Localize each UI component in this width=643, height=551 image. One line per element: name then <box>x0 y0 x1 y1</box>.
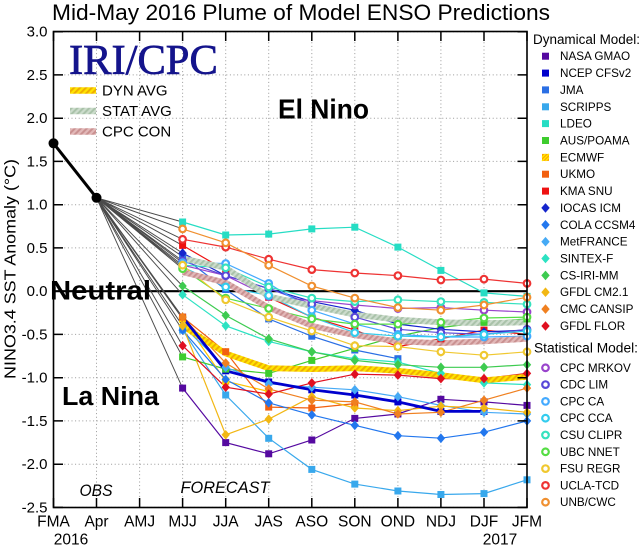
svg-text:LDEO: LDEO <box>560 118 592 131</box>
svg-text:KMA SNU: KMA SNU <box>560 185 613 198</box>
svg-text:MetFRANCE: MetFRANCE <box>560 236 628 249</box>
svg-text:Apr: Apr <box>84 514 108 531</box>
svg-text:UCLA-TCD: UCLA-TCD <box>560 479 619 492</box>
svg-text:IRI/CPC: IRI/CPC <box>69 37 218 84</box>
svg-text:SON: SON <box>338 514 372 531</box>
svg-text:DJF: DJF <box>470 514 498 531</box>
svg-text:STAT AVG: STAT AVG <box>102 103 172 120</box>
svg-text:Statistical Model:: Statistical Model: <box>534 341 638 356</box>
svg-text:CMC CANSIP: CMC CANSIP <box>560 303 634 316</box>
svg-text:NINO3.4 SST Anomaly (°C): NINO3.4 SST Anomaly (°C) <box>3 159 20 379</box>
svg-text:-2.5: -2.5 <box>22 500 48 517</box>
svg-text:ECMWF: ECMWF <box>560 151 604 164</box>
svg-text:NCEP CFSv2: NCEP CFSv2 <box>560 67 631 80</box>
svg-text:DYN AVG: DYN AVG <box>102 83 168 100</box>
svg-text:CS-IRI-MM: CS-IRI-MM <box>560 269 618 282</box>
svg-text:NDJ: NDJ <box>426 514 456 531</box>
svg-text:FORECAST: FORECAST <box>181 478 272 497</box>
svg-text:-1.0: -1.0 <box>22 370 48 387</box>
svg-text:2.5: 2.5 <box>27 67 48 84</box>
svg-text:CPC MRKOV: CPC MRKOV <box>560 362 631 375</box>
svg-text:FMA: FMA <box>37 514 70 531</box>
svg-text:2017: 2017 <box>483 532 517 547</box>
svg-text:2016: 2016 <box>54 532 88 547</box>
svg-text:Mid-May 2016 Plume of Model EN: Mid-May 2016 Plume of Model ENSO Predict… <box>52 0 550 25</box>
svg-text:JJA: JJA <box>213 514 240 531</box>
svg-text:0.5: 0.5 <box>27 240 48 257</box>
svg-text:FSU REGR: FSU REGR <box>560 463 620 476</box>
svg-text:JFM: JFM <box>512 514 542 531</box>
svg-text:-0.5: -0.5 <box>22 326 48 343</box>
svg-text:GFDL CM2.1: GFDL CM2.1 <box>560 286 628 299</box>
svg-text:La Nina: La Nina <box>62 383 160 411</box>
svg-text:UKMO: UKMO <box>560 168 595 181</box>
svg-text:UNB/CWC: UNB/CWC <box>560 496 616 509</box>
svg-text:CPC CA: CPC CA <box>560 395 604 408</box>
svg-text:CPC CCA: CPC CCA <box>560 412 613 425</box>
svg-text:CSU CLIPR: CSU CLIPR <box>560 429 622 442</box>
svg-text:UBC NNET: UBC NNET <box>560 446 620 459</box>
svg-text:Neutral: Neutral <box>50 276 151 306</box>
svg-text:Dynamical Model:: Dynamical Model: <box>533 32 640 47</box>
svg-text:El Nino: El Nino <box>278 94 369 125</box>
svg-text:CPC CON: CPC CON <box>102 124 171 141</box>
svg-text:MJJ: MJJ <box>168 514 196 531</box>
svg-text:GFDL FLOR: GFDL FLOR <box>560 320 625 333</box>
svg-text:CDC LIM: CDC LIM <box>560 379 608 392</box>
svg-text:-1.5: -1.5 <box>22 413 48 430</box>
svg-text:SINTEX-F: SINTEX-F <box>560 253 613 266</box>
svg-text:AMJ: AMJ <box>124 514 155 531</box>
svg-text:NASA GMAO: NASA GMAO <box>560 50 630 63</box>
svg-text:IOCAS ICM: IOCAS ICM <box>560 202 621 215</box>
svg-text:JMA: JMA <box>560 84 584 97</box>
svg-text:3.0: 3.0 <box>27 24 48 41</box>
svg-text:1.5: 1.5 <box>27 153 48 170</box>
svg-text:ASO: ASO <box>295 514 328 531</box>
svg-text:JAS: JAS <box>254 514 282 531</box>
svg-text:1.0: 1.0 <box>27 197 48 214</box>
svg-text:-2.0: -2.0 <box>22 456 48 473</box>
svg-text:2.0: 2.0 <box>27 110 48 127</box>
svg-text:AUS/POAMA: AUS/POAMA <box>560 135 630 148</box>
svg-text:COLA CCSM4: COLA CCSM4 <box>560 219 636 232</box>
svg-text:SCRIPPS: SCRIPPS <box>560 101 612 114</box>
svg-text:OND: OND <box>381 514 415 531</box>
svg-text:0.0: 0.0 <box>27 283 48 300</box>
svg-text:OBS: OBS <box>80 481 114 500</box>
